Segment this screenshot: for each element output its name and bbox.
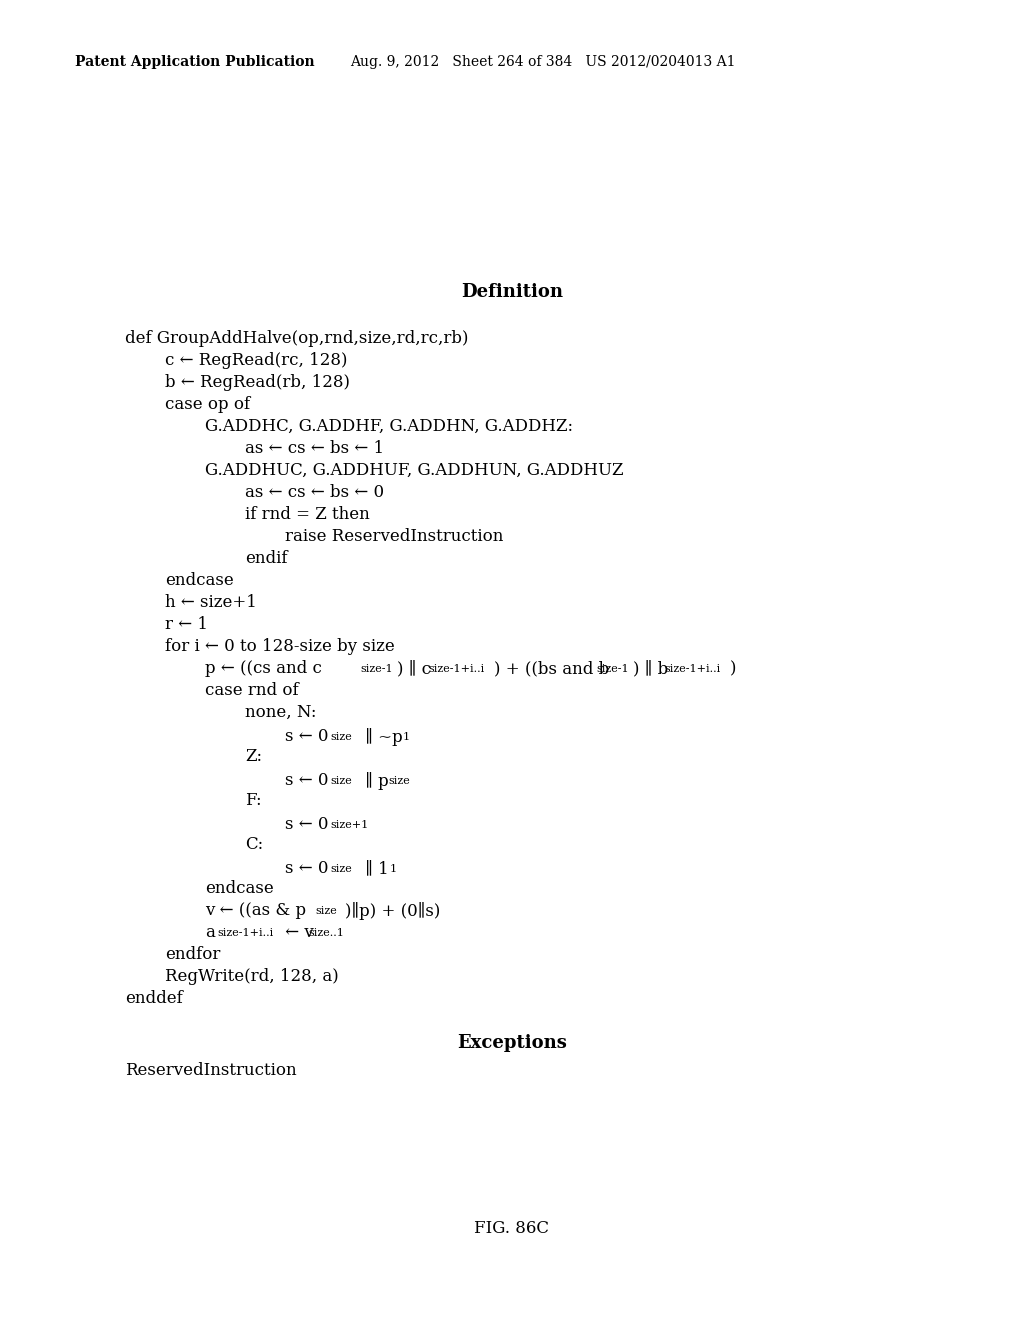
Text: ) + ((bs and b: ) + ((bs and b <box>494 660 609 677</box>
Text: r ← 1: r ← 1 <box>165 616 208 634</box>
Text: s ← 0: s ← 0 <box>285 816 329 833</box>
Text: C:: C: <box>245 836 263 853</box>
Text: as ← cs ← bs ← 0: as ← cs ← bs ← 0 <box>245 484 384 502</box>
Text: size: size <box>388 776 410 785</box>
Text: b ← RegRead(rb, 128): b ← RegRead(rb, 128) <box>165 374 350 391</box>
Text: size+1: size+1 <box>330 820 369 830</box>
Text: RegWrite(rd, 128, a): RegWrite(rd, 128, a) <box>165 968 339 985</box>
Text: v ← ((as & p: v ← ((as & p <box>205 902 306 919</box>
Text: s ← 0: s ← 0 <box>285 729 329 744</box>
Text: Definition: Definition <box>461 282 563 301</box>
Text: case rnd of: case rnd of <box>205 682 299 700</box>
Text: F:: F: <box>245 792 261 809</box>
Text: Exceptions: Exceptions <box>457 1034 567 1052</box>
Text: if rnd = Z then: if rnd = Z then <box>245 506 370 523</box>
Text: endcase: endcase <box>205 880 273 898</box>
Text: 1: 1 <box>390 865 397 874</box>
Text: size: size <box>315 906 337 916</box>
Text: size..1: size..1 <box>308 928 344 939</box>
Text: ReservedInstruction: ReservedInstruction <box>125 1063 297 1078</box>
Text: case op of: case op of <box>165 396 250 413</box>
Text: 1: 1 <box>403 733 411 742</box>
Text: endif: endif <box>245 550 288 568</box>
Text: Aug. 9, 2012   Sheet 264 of 384   US 2012/0204013 A1: Aug. 9, 2012 Sheet 264 of 384 US 2012/02… <box>350 55 735 69</box>
Text: )∥p) + (0∥s): )∥p) + (0∥s) <box>345 902 440 920</box>
Text: FIG. 86C: FIG. 86C <box>474 1220 550 1237</box>
Text: as ← cs ← bs ← 1: as ← cs ← bs ← 1 <box>245 440 384 457</box>
Text: size: size <box>330 776 352 785</box>
Text: ∥ 1: ∥ 1 <box>360 861 389 876</box>
Text: size-1: size-1 <box>596 664 629 675</box>
Text: for i ← 0 to 128-size by size: for i ← 0 to 128-size by size <box>165 638 394 655</box>
Text: size-1: size-1 <box>360 664 392 675</box>
Text: ) ∥ b: ) ∥ b <box>633 660 669 677</box>
Text: size-1+i..i: size-1+i..i <box>664 664 720 675</box>
Text: p ← ((cs and c: p ← ((cs and c <box>205 660 322 677</box>
Text: enddef: enddef <box>125 990 182 1007</box>
Text: Patent Application Publication: Patent Application Publication <box>75 55 314 69</box>
Text: size-1+i..i: size-1+i..i <box>217 928 273 939</box>
Text: raise ReservedInstruction: raise ReservedInstruction <box>285 528 504 545</box>
Text: none, N:: none, N: <box>245 704 316 721</box>
Text: endcase: endcase <box>165 572 233 589</box>
Text: G.ADDHC, G.ADDHF, G.ADDHN, G.ADDHZ:: G.ADDHC, G.ADDHF, G.ADDHN, G.ADDHZ: <box>205 418 573 436</box>
Text: ← v: ← v <box>280 924 313 941</box>
Text: size: size <box>330 733 352 742</box>
Text: def GroupAddHalve(op,rnd,size,rd,rc,rb): def GroupAddHalve(op,rnd,size,rd,rc,rb) <box>125 330 469 347</box>
Text: G.ADDHUC, G.ADDHUF, G.ADDHUN, G.ADDHUZ: G.ADDHUC, G.ADDHUF, G.ADDHUN, G.ADDHUZ <box>205 462 624 479</box>
Text: ): ) <box>730 660 736 677</box>
Text: ∥ p: ∥ p <box>360 772 389 789</box>
Text: size: size <box>330 865 352 874</box>
Text: ) ∥ c: ) ∥ c <box>397 660 431 677</box>
Text: endfor: endfor <box>165 946 220 964</box>
Text: s ← 0: s ← 0 <box>285 772 329 789</box>
Text: c ← RegRead(rc, 128): c ← RegRead(rc, 128) <box>165 352 347 370</box>
Text: ∥ ~p: ∥ ~p <box>360 729 402 746</box>
Text: Z:: Z: <box>245 748 262 766</box>
Text: a: a <box>205 924 215 941</box>
Text: size-1+i..i: size-1+i..i <box>428 664 484 675</box>
Text: s ← 0: s ← 0 <box>285 861 329 876</box>
Text: h ← size+1: h ← size+1 <box>165 594 257 611</box>
